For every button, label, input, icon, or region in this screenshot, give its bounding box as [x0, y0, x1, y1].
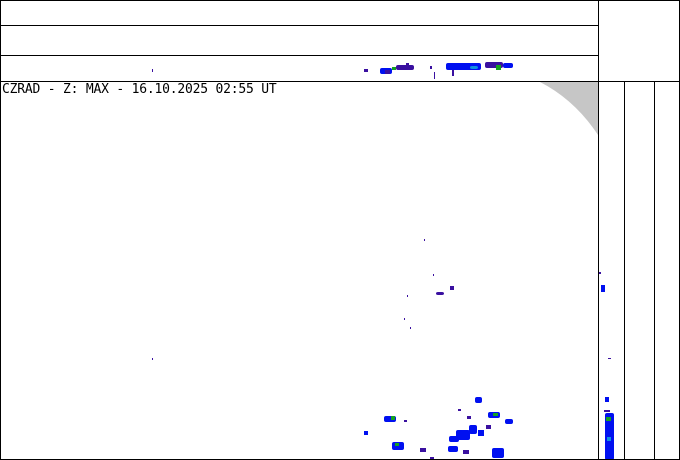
radar-echo — [467, 416, 471, 419]
divider — [0, 55, 598, 56]
out-of-range-area — [540, 82, 598, 135]
radar-echo — [364, 69, 368, 72]
radar-echo — [606, 417, 611, 421]
radar-echo — [458, 409, 461, 411]
radar-echo — [385, 70, 390, 74]
radar-echo — [456, 430, 470, 440]
frame-left — [0, 0, 1, 460]
radar-echo — [430, 66, 432, 69]
radar-echo — [604, 410, 610, 412]
radar-echo — [424, 239, 425, 241]
radar-echo — [448, 446, 458, 452]
radar-echo — [452, 70, 454, 76]
radar-echo — [607, 437, 611, 441]
divider — [624, 81, 625, 460]
radar-echo — [463, 450, 469, 454]
radar-echo — [404, 420, 407, 422]
radar-echo — [396, 65, 414, 70]
radar-echo — [433, 274, 434, 276]
radar-title: CZRAD - Z: MAX - 16.10.2025 02:55 UT — [2, 82, 277, 97]
radar-echo — [503, 63, 513, 68]
radar-echo — [404, 318, 405, 320]
radar-echo — [605, 413, 614, 460]
radar-echo — [469, 425, 477, 434]
divider — [598, 0, 599, 460]
radar-echo — [410, 327, 411, 329]
radar-echo — [478, 430, 484, 436]
radar-echo — [430, 457, 434, 460]
radar-echo — [605, 397, 609, 402]
radar-echo — [496, 65, 501, 70]
radar-echo — [391, 416, 395, 420]
divider — [0, 81, 680, 82]
radar-echo — [420, 448, 426, 452]
radar-echo — [492, 448, 504, 458]
radar-echo — [364, 431, 368, 435]
divider — [0, 25, 598, 26]
radar-echo — [436, 292, 444, 295]
radar-echo — [493, 413, 498, 416]
radar-echo — [470, 66, 478, 69]
radar-echo — [450, 286, 454, 290]
radar-echo — [598, 272, 601, 274]
radar-echo — [152, 69, 153, 72]
radar-echo — [505, 419, 513, 424]
divider — [654, 81, 655, 460]
radar-echo — [392, 67, 396, 70]
radar-echo — [434, 72, 435, 79]
radar-echo — [601, 285, 605, 292]
frame-top — [0, 0, 680, 1]
radar-echo — [608, 358, 611, 359]
radar-echo — [395, 443, 399, 446]
radar-echo — [475, 397, 482, 403]
radar-echo — [407, 295, 408, 297]
radar-echo — [152, 358, 153, 360]
radar-echo — [406, 63, 409, 65]
radar-echo — [486, 425, 491, 429]
